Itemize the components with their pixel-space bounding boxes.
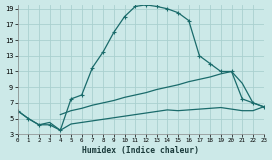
X-axis label: Humidex (Indice chaleur): Humidex (Indice chaleur) bbox=[82, 146, 199, 155]
